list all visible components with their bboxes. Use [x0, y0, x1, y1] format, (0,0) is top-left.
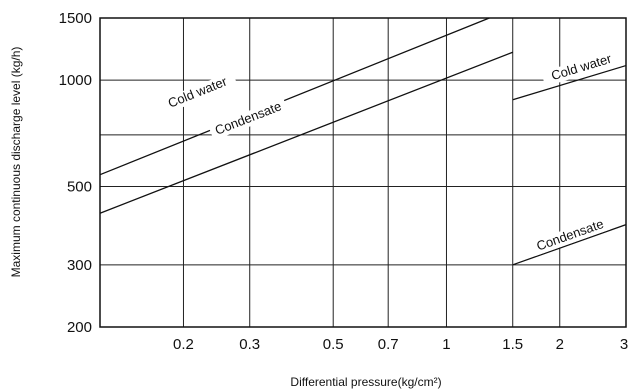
annotation-background — [541, 49, 623, 87]
plot-border — [99, 17, 627, 328]
annotation: Condensate — [208, 97, 289, 141]
y-tick-labels: 200 300 500 1000 1500 — [59, 10, 92, 336]
y-axis-label: Maximum continuous discharge level (kg/h… — [9, 47, 23, 278]
x-tick-label: 3 — [620, 336, 628, 353]
annotation-label: Cold water — [549, 51, 613, 84]
annotation: Condensate — [530, 215, 611, 257]
x-tick-labels: 0.2 0.3 0.5 0.7 1 1.5 2 3 — [173, 336, 628, 353]
x-tick-label: 0.7 — [378, 336, 399, 353]
annotation-background — [530, 215, 611, 257]
y-tick-label: 200 — [67, 319, 92, 336]
y-tick-label: 1000 — [59, 72, 92, 89]
x-tick-label: 0.3 — [239, 336, 260, 353]
x-tick-label: 0.2 — [173, 336, 194, 353]
annotation-background — [208, 97, 289, 141]
series-line — [512, 64, 627, 101]
y-tick-label: 1500 — [59, 10, 92, 27]
plot-frame — [99, 17, 627, 328]
gridlines — [100, 18, 626, 327]
annotation: Cold water — [157, 71, 238, 115]
annotation-background — [157, 71, 238, 115]
x-tick-label: 1 — [442, 336, 450, 353]
annotation: Cold water — [541, 49, 623, 87]
annotation-label: Condensate — [213, 98, 284, 137]
x-tick-label: 2 — [556, 336, 564, 353]
series-line — [99, 51, 513, 214]
series-line — [99, 17, 490, 176]
series-lines — [99, 17, 627, 266]
series-line — [512, 223, 627, 266]
x-tick-label: 0.5 — [323, 336, 344, 353]
x-axis-label: Differential pressure(kg/cm²) — [290, 375, 441, 389]
y-tick-label: 300 — [67, 257, 92, 274]
x-tick-label: 1.5 — [502, 336, 523, 353]
y-tick-label: 500 — [67, 178, 92, 195]
